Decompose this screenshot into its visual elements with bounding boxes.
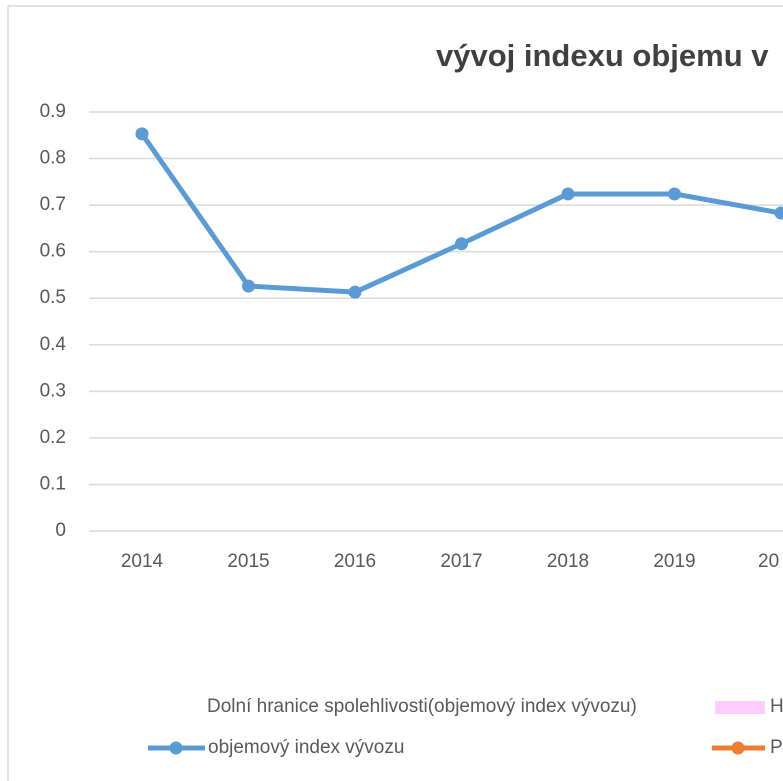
y-tick-label: 0.1 — [40, 473, 66, 494]
point — [242, 279, 255, 293]
point — [348, 285, 362, 299]
x-tick-label: 2018 — [547, 551, 589, 572]
y-tick-label: 0.4 — [40, 334, 67, 355]
legend-label: P — [770, 737, 783, 758]
x-tick-label: 2014 — [121, 551, 164, 572]
legend-marker — [169, 741, 183, 755]
y-tick-label: 0.5 — [40, 287, 66, 308]
point — [455, 237, 468, 251]
x-tick-label: 2016 — [334, 551, 376, 572]
y-tick-label: 0.2 — [40, 427, 66, 448]
y-tick-label: 0.9 — [40, 101, 66, 122]
y-tick-label: 0.3 — [40, 380, 66, 401]
y-tick-label: 0.7 — [40, 194, 66, 215]
x-tick-label: 2019 — [653, 551, 695, 572]
point — [135, 127, 149, 141]
point — [561, 187, 575, 201]
legend-marker — [731, 741, 745, 755]
legend-label: H — [770, 696, 783, 717]
y-tick-label: 0.8 — [40, 148, 66, 169]
chart-frame — [7, 5, 783, 781]
legend-label: Dolní hranice spolehlivosti(objemový ind… — [207, 696, 637, 717]
legend-swatch — [715, 701, 765, 714]
point — [668, 187, 681, 201]
x-tick-label: 2015 — [227, 551, 269, 572]
x-tick-label: 20 — [758, 551, 779, 572]
y-tick-label: 0 — [55, 520, 66, 541]
legend-label: objemový index vývozu — [208, 737, 404, 758]
y-tick-label: 0.6 — [40, 241, 66, 262]
point — [774, 206, 783, 220]
x-tick-label: 2017 — [440, 551, 482, 572]
chart-title: vývoj indexu objemu v — [436, 38, 769, 73]
